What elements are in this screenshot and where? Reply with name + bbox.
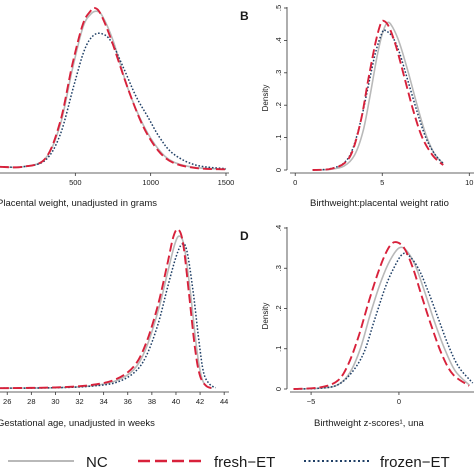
panel-c-x-tick-label: 32 <box>75 397 83 406</box>
panel-d-y-tick-label: .3 <box>274 265 283 271</box>
panel-d-y-tick-label: 0 <box>274 387 283 391</box>
panel-d-x-tick-label: 0 <box>397 397 401 406</box>
panel-a-plot-area: 500 1000 1500 <box>0 6 235 187</box>
panel-c-x-tick-label: 38 <box>148 397 156 406</box>
panel-b: B 0 5 10 0 .1 .2 .3 .4 .5 Density Birthweight:pl… <box>240 5 474 209</box>
legend-label-fresh-et: fresh−ET <box>214 454 275 471</box>
panel-d-xlabel: Birthweight z-scores¹, una <box>314 418 425 429</box>
panel-c-series-fresh-et <box>0 228 213 390</box>
panel-b-x-tick-label: 10 <box>465 178 473 187</box>
panel-d-letter: D <box>240 229 249 243</box>
panel-b-y-tick-label: .3 <box>274 70 283 76</box>
panel-a-series-nc <box>0 10 227 170</box>
panel-d-x-tick-label: −5 <box>307 397 316 406</box>
panel-c-x-tick-label: 26 <box>3 397 11 406</box>
panel-d-y-tick-label: .4 <box>274 225 283 231</box>
panel-b-y-tick-label: .1 <box>274 134 283 140</box>
panel-d-plot-area: −5050.1.2.3.4 <box>274 225 474 406</box>
panel-b-plot-area: 0 5 10 0 .1 .2 .3 .4 .5 <box>274 5 474 187</box>
panel-d: D −5050.1.2.3.4 Density Birthweight z-sc… <box>240 225 474 429</box>
panel-a-series-fresh-et <box>0 6 227 171</box>
legend-label-nc: NC <box>86 454 108 471</box>
panel-a-xlabel: Placental weight, unadjusted in grams <box>0 198 157 209</box>
panel-d-ylabel: Density <box>261 303 270 330</box>
panel-b-x-tick-label: 5 <box>380 178 384 187</box>
panel-b-series-fresh-et <box>312 19 444 171</box>
panel-c-x-tick-label: 44 <box>220 397 228 406</box>
panel-c-x-tick-label: 28 <box>27 397 35 406</box>
panel-c-x-tick-label: 40 <box>172 397 180 406</box>
panel-d-series-nc <box>293 246 470 390</box>
panel-a: 500 1000 1500 Placental weight, unadjusted… <box>0 6 235 209</box>
panel-c: 26 28 30 32 34 36 38 40 42 44 Gestational age, un… <box>0 228 229 429</box>
panel-c-plot-area: 26 28 30 32 34 36 38 40 42 44 <box>0 228 229 406</box>
panel-d-series-fresh-et <box>293 241 470 390</box>
panel-c-x-tick-label: 34 <box>99 397 107 406</box>
panel-a-x-tick-label: 500 <box>69 178 82 187</box>
panel-c-x-tick-label: 42 <box>196 397 204 406</box>
panel-c-xlabel: Gestational age, unadjusted in weeks <box>0 418 155 429</box>
panel-a-series-frozen-et <box>0 32 227 170</box>
panel-b-y-tick-label: 0 <box>274 168 283 172</box>
panel-b-series-nc <box>312 21 444 171</box>
panel-b-y-tick-label: .4 <box>274 37 283 43</box>
panel-b-letter: B <box>240 9 249 23</box>
panel-c-x-tick-label: 30 <box>51 397 59 406</box>
panel-b-xlabel: Birthweight:placental weight ratio <box>310 198 449 209</box>
panel-c-series-frozen-et <box>0 242 217 389</box>
panel-d-y-tick-label: .1 <box>274 346 283 352</box>
panel-b-y-tick-label: .5 <box>274 5 283 11</box>
panel-b-x-tick-label: 0 <box>293 178 297 187</box>
panel-b-ylabel: Density <box>261 85 270 112</box>
legend-label-frozen-et: frozen−ET <box>380 454 450 471</box>
panel-b-y-tick-label: .2 <box>274 102 283 108</box>
panel-c-series-nc <box>0 235 213 389</box>
legend: NC fresh−ET frozen−ET <box>8 454 450 471</box>
panel-c-x-tick-label: 36 <box>124 397 132 406</box>
panel-a-x-tick-label: 1500 <box>218 178 235 187</box>
panel-d-y-tick-label: .2 <box>274 305 283 311</box>
panel-a-x-tick-label: 1000 <box>142 178 159 187</box>
panel-d-series-frozen-et <box>293 252 474 390</box>
